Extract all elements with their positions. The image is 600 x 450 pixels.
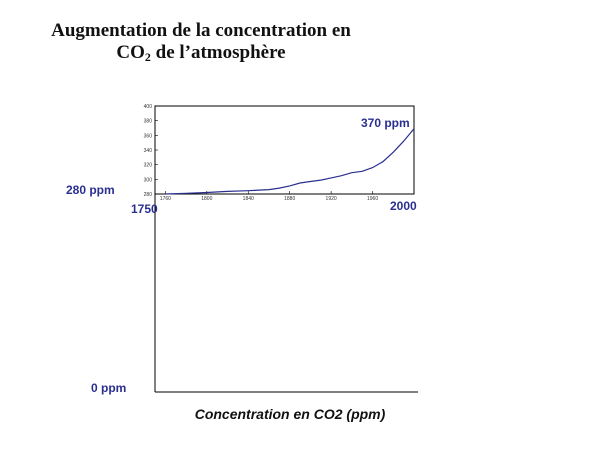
title-line-2: CO2 de l’atmosphère	[20, 42, 382, 68]
y-tick-label: 340	[144, 148, 153, 154]
annotation-year-1750: 1750	[131, 202, 158, 216]
annotation-370-ppm: 370 ppm	[361, 116, 410, 130]
annotation-year-2000: 2000	[390, 199, 417, 213]
annotation-0-ppm: 0 ppm	[91, 381, 127, 395]
inset-plot-frame	[154, 105, 415, 195]
title-subscript-2: 2	[144, 50, 151, 64]
y-tick-label: 300	[144, 177, 153, 183]
y-tick-label: 400	[144, 104, 153, 110]
y-tick-label: 280	[144, 192, 153, 198]
title-co: CO	[116, 42, 145, 63]
y-tick-label: 320	[144, 163, 153, 169]
title-suffix: de l’atmosphère	[150, 42, 286, 63]
x-tick-label: 1800	[201, 196, 212, 202]
title-line-1: Augmentation de la concentration en	[51, 20, 351, 41]
y-tick-label: 380	[144, 119, 153, 125]
x-tick-label: 1920	[326, 196, 337, 202]
annotation-280-ppm: 280 ppm	[66, 183, 115, 197]
co2-series-line	[165, 128, 415, 195]
chart-title: Augmentation de la concentration en CO2 …	[20, 20, 382, 68]
x-tick-label: 1840	[243, 196, 254, 202]
y-tick-label: 360	[144, 133, 153, 139]
axis-title: Concentration en CO2 (ppm)	[194, 406, 386, 422]
x-tick-label: 1760	[160, 196, 171, 202]
x-tick-label: 1880	[284, 196, 295, 202]
x-tick-label: 1960	[367, 196, 378, 202]
